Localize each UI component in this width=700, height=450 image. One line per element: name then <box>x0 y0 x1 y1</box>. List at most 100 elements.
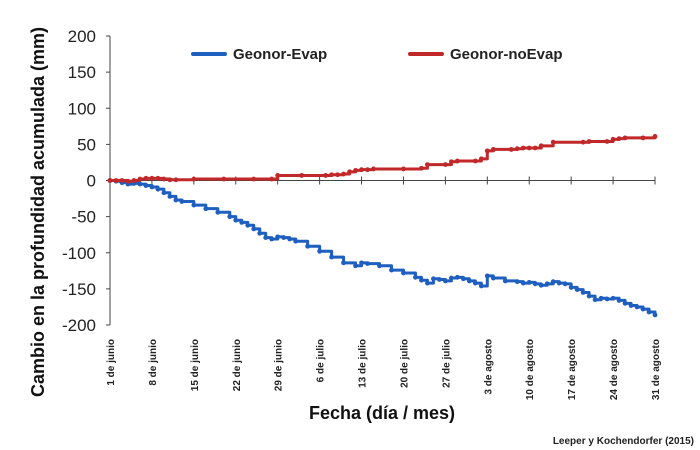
data-point <box>622 135 628 141</box>
data-point <box>419 277 424 283</box>
data-point <box>191 202 197 208</box>
data-point <box>329 172 334 178</box>
data-point <box>269 236 275 242</box>
data-point <box>628 303 634 308</box>
data-point <box>478 156 484 162</box>
x-tick-label: 31 de agosto <box>651 339 662 400</box>
data-point <box>472 280 478 286</box>
data-point <box>538 143 544 149</box>
data-point <box>353 263 358 269</box>
data-point <box>610 136 616 142</box>
data-point <box>155 175 161 181</box>
data-point <box>454 158 460 164</box>
data-point <box>215 209 221 215</box>
data-point <box>335 172 340 178</box>
data-point <box>448 159 454 165</box>
data-point <box>377 263 382 269</box>
data-point <box>544 281 550 287</box>
x-tick-label: 6 de julio <box>316 339 327 382</box>
data-point <box>562 281 568 287</box>
data-point <box>137 176 143 182</box>
series-line <box>108 179 657 317</box>
data-point <box>568 285 574 290</box>
data-point <box>472 158 478 164</box>
y-tick-label: -150 <box>62 280 96 299</box>
data-point <box>484 148 490 154</box>
data-point <box>299 173 305 178</box>
x-tick-label: 8 de junio <box>148 339 159 386</box>
data-point <box>574 287 580 292</box>
data-point <box>425 280 430 286</box>
data-point <box>413 274 418 280</box>
data-point <box>143 175 149 181</box>
x-tick-label: 17 de agosto <box>567 339 578 400</box>
data-point <box>538 282 544 288</box>
data-point <box>556 280 562 286</box>
x-tick-label: 24 de agosto <box>609 339 620 400</box>
data-point <box>622 300 628 306</box>
x-tick-label: 10 de agosto <box>525 339 536 400</box>
x-tick-label: 29 de junio <box>274 339 285 391</box>
data-point <box>580 290 586 295</box>
data-point <box>586 293 592 299</box>
y-tick-label: 150 <box>68 63 96 82</box>
data-point <box>281 235 287 240</box>
data-point <box>107 178 113 183</box>
x-tick-label: 20 de julio <box>399 339 410 388</box>
x-tick-label: 1 de junio <box>106 339 117 386</box>
data-point <box>604 139 610 144</box>
data-point <box>179 199 185 204</box>
data-point <box>113 178 119 183</box>
data-point <box>353 167 358 173</box>
data-point <box>586 139 592 144</box>
legend-label: Geonor-Evap <box>233 46 327 63</box>
data-point <box>341 260 346 266</box>
series-line <box>108 134 657 183</box>
data-point <box>526 279 532 285</box>
data-point <box>341 171 346 177</box>
data-point <box>436 277 442 282</box>
data-point <box>442 162 448 168</box>
data-point <box>317 248 323 254</box>
data-point <box>484 273 490 279</box>
data-point <box>287 236 293 242</box>
data-point <box>520 280 526 286</box>
data-point <box>425 162 430 168</box>
data-point <box>419 165 424 171</box>
data-point <box>365 167 370 173</box>
data-point <box>251 176 257 182</box>
data-point <box>323 173 329 178</box>
y-tick-label: 0 <box>87 172 96 191</box>
data-point <box>149 184 155 190</box>
data-point <box>167 193 173 199</box>
data-point <box>239 220 245 225</box>
data-point <box>137 181 143 187</box>
series-geonor-noevap <box>107 134 658 184</box>
x-tick-label: 27 de julio <box>441 339 452 388</box>
data-point <box>490 147 496 152</box>
data-point <box>329 254 334 260</box>
data-point <box>275 234 281 240</box>
data-point <box>592 297 598 303</box>
y-tick-label: -100 <box>62 244 96 263</box>
data-point <box>167 177 173 183</box>
data-point <box>131 178 137 183</box>
data-point <box>359 167 364 173</box>
data-point <box>125 178 131 184</box>
data-point <box>365 261 370 266</box>
data-point <box>514 279 520 285</box>
y-tick-label: -200 <box>62 316 96 335</box>
data-point <box>508 147 514 152</box>
data-point <box>460 276 466 282</box>
y-axis-title: Cambio en la profundidad acumulada (mm) <box>28 27 48 397</box>
data-point <box>466 278 472 284</box>
data-point <box>652 312 658 318</box>
data-point <box>173 197 179 203</box>
data-point <box>652 134 658 139</box>
data-point <box>442 278 448 284</box>
y-axis-tick-labels: 200 150 100 50 0 -50 -100 -150 -200 <box>62 27 110 335</box>
data-point <box>616 298 622 303</box>
series-layer <box>107 134 658 318</box>
data-point <box>203 206 209 212</box>
